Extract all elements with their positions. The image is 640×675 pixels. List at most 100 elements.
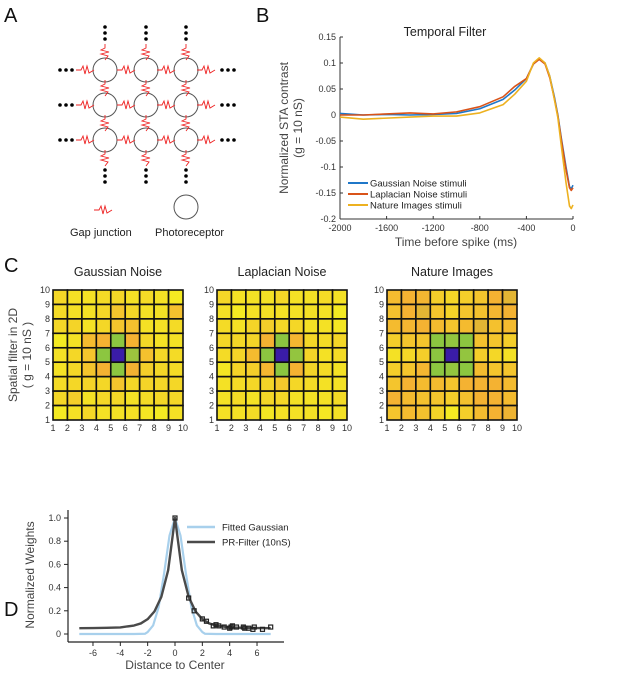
heatmap-cell (288, 303, 305, 320)
y-tick-label: 0.4 (48, 583, 61, 593)
continuation-dot (232, 138, 236, 142)
heatmap-cell (429, 375, 446, 392)
heatmap-title-0: Gaussian Noise (74, 265, 162, 279)
y-tick-label: 6 (209, 343, 214, 353)
legend-label-1: Laplacian Noise stimuli (370, 190, 467, 201)
heatmap-cell (216, 289, 233, 306)
continuation-dot (144, 37, 148, 41)
gap-junction-icon (180, 150, 191, 167)
y-tick-label: 3 (379, 386, 384, 396)
heatmap-cell (230, 318, 247, 335)
y-axis-label: Normalized STA contrast (277, 61, 291, 193)
heatmap-cell (245, 346, 262, 364)
continuation-dot (58, 68, 62, 72)
heatmap-cell (487, 346, 504, 364)
y-tick-label: 1 (379, 415, 384, 425)
heatmap-cell (487, 303, 504, 320)
x-tick-label: 3 (413, 423, 418, 433)
heatmap-cell (386, 390, 403, 407)
x-tick-label: 7 (301, 423, 306, 433)
y-tick-label: 1.0 (48, 513, 61, 523)
data-point (203, 618, 210, 624)
heatmap-cell (400, 318, 417, 335)
continuation-dot (144, 31, 148, 35)
continuation-dot (184, 180, 188, 184)
y-tick-label: 0 (56, 629, 61, 639)
heatmap-cell (386, 346, 403, 364)
heatmap-cell (288, 361, 305, 378)
heatmap-cell (331, 404, 348, 421)
heatmap-cell (458, 390, 475, 407)
gap-junction-icon (180, 115, 191, 132)
continuation-dot (184, 31, 188, 35)
heatmap-cell (331, 361, 348, 378)
continuation-dot (184, 174, 188, 178)
data-point (216, 623, 222, 629)
heatmap-cell (288, 318, 305, 335)
heatmap-cell (443, 404, 461, 421)
x-tick-label: 7 (137, 423, 142, 433)
heatmap-cell (153, 303, 170, 320)
heatmap-cell (331, 303, 348, 320)
heatmap-cell (429, 289, 446, 306)
continuation-dot (70, 103, 74, 107)
photoreceptor-circle (173, 127, 199, 153)
panel-a-network-diagram (58, 25, 236, 220)
continuation-dot (144, 180, 148, 184)
heatmap-cell (415, 390, 432, 407)
heatmap-cell (124, 375, 141, 392)
heatmap-cell (216, 303, 233, 320)
heatmap-cell (273, 332, 291, 349)
heatmap-cell (216, 404, 233, 421)
heatmap-cell (317, 318, 334, 335)
heatmap-cell (443, 289, 461, 306)
heatmap-cell (66, 289, 83, 306)
heatmap-cell (230, 361, 247, 378)
x-tick-label: -1600 (375, 223, 398, 233)
heatmap-cell (109, 361, 127, 378)
heatmap-cell (124, 346, 141, 364)
x-tick-label: -800 (471, 223, 489, 233)
x-tick-label: -6 (89, 648, 97, 658)
heatmap-cell (472, 289, 489, 306)
heatmap-cell (138, 318, 155, 335)
heatmap-cell (95, 361, 112, 378)
y-tick-label: -0.05 (315, 136, 336, 146)
heatmap-cell (153, 361, 170, 378)
heatmap-cell (52, 318, 69, 335)
heatmap-cell (501, 332, 518, 349)
y-tick-label: 0.2 (48, 606, 61, 616)
heatmap-cell (259, 303, 276, 320)
x-tick-label: 9 (330, 423, 335, 433)
x-tick-label: 2 (399, 423, 404, 433)
heatmap-cell (167, 318, 184, 335)
x-tick-label: 10 (178, 423, 188, 433)
heatmap-cell (443, 361, 461, 378)
legend-gap-junction-icon (94, 204, 113, 215)
heatmap-cell (230, 303, 247, 320)
heatmap-cell (124, 332, 141, 349)
heatmap-cell (124, 303, 141, 320)
heatmap-cell (317, 390, 334, 407)
heatmap-cell (331, 375, 348, 392)
legend-label-0: Gaussian Noise stimuli (370, 179, 467, 190)
y-tick-label: -0.15 (315, 188, 336, 198)
y-tick-label: 7 (379, 328, 384, 338)
gap-junction-icon (140, 80, 151, 97)
heatmap-cell (501, 318, 518, 335)
heatmap-cell (458, 375, 475, 392)
heatmap-cell (302, 375, 319, 392)
heatmap-cell (429, 390, 446, 407)
heatmap-cell (458, 303, 475, 320)
heatmap-cell (487, 318, 504, 335)
y-tick-label: 0.05 (318, 84, 336, 94)
heatmap-cell (153, 390, 170, 407)
data-point (191, 608, 197, 614)
x-tick-label: 4 (428, 423, 433, 433)
heatmap-cell (415, 404, 432, 421)
x-tick-label: 4 (227, 648, 232, 658)
heatmap-cell (273, 361, 291, 378)
heatmap-cell (138, 346, 155, 364)
heatmap-cell (216, 375, 233, 392)
